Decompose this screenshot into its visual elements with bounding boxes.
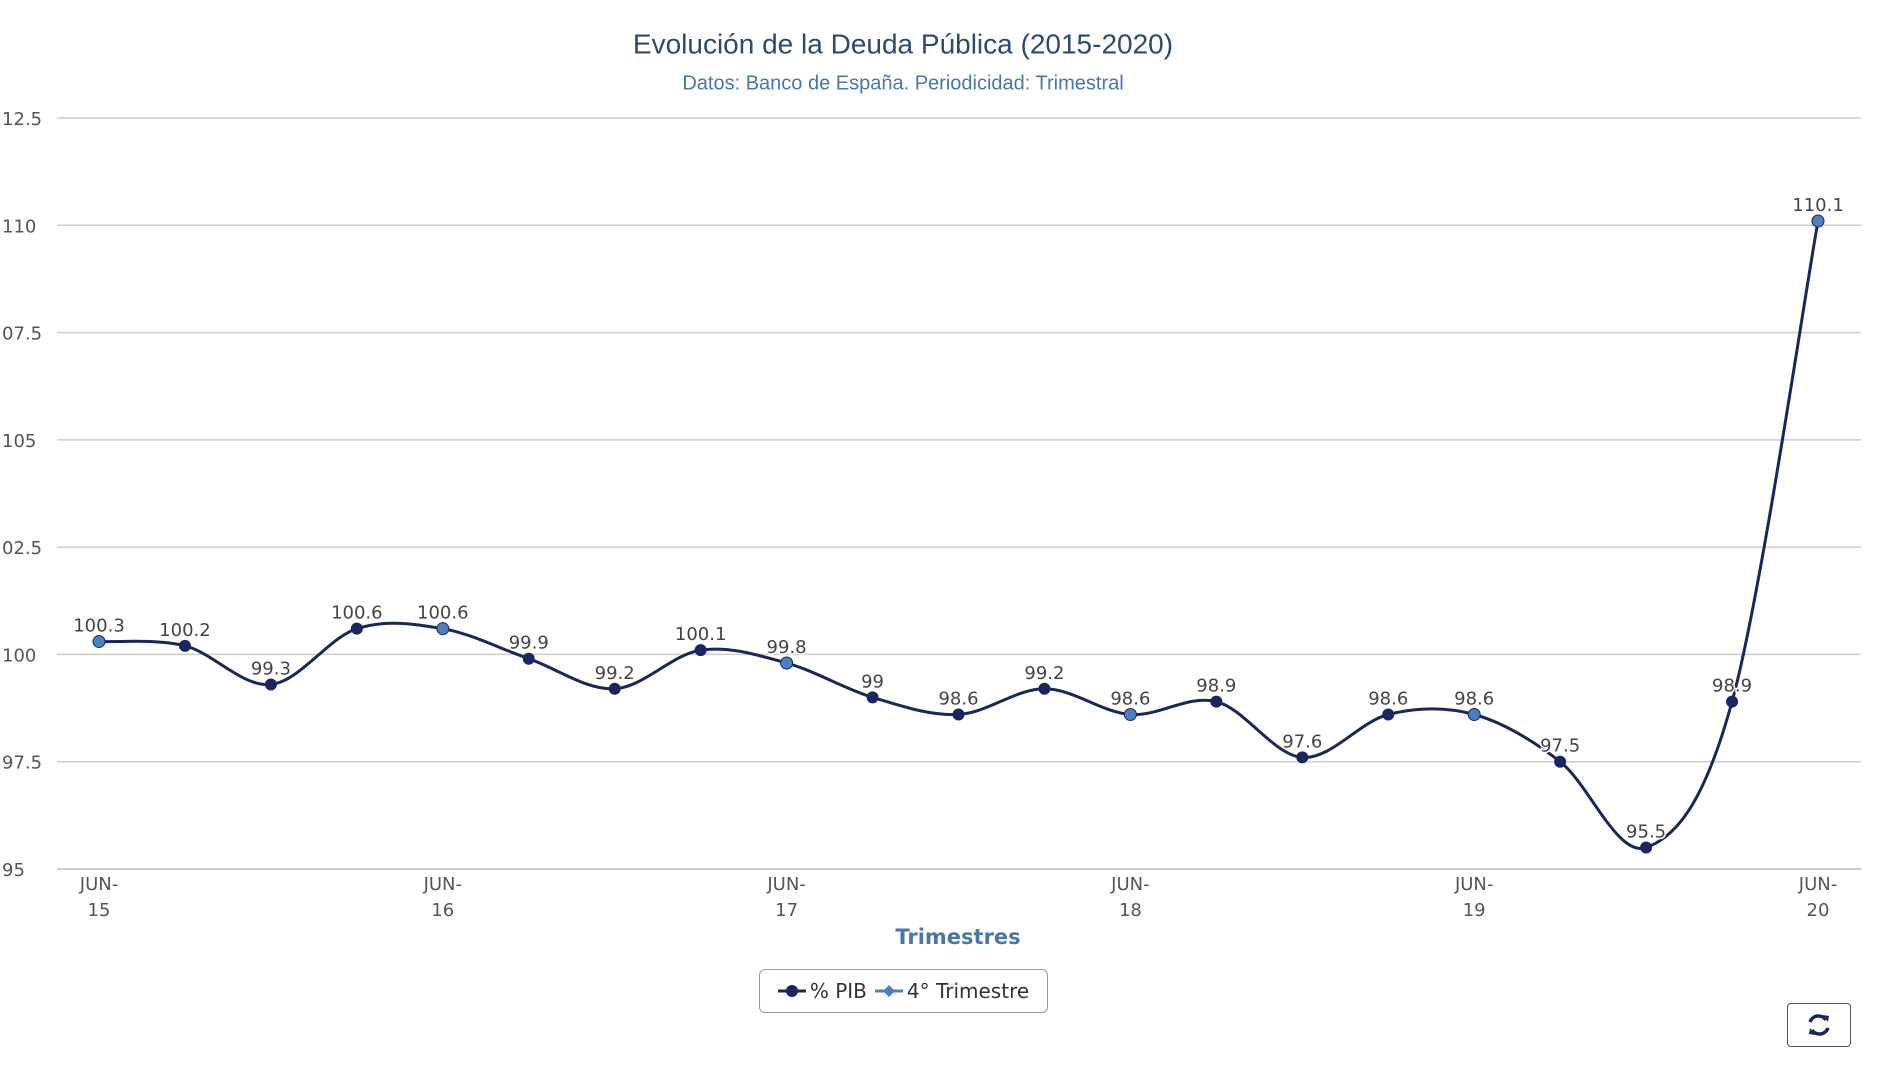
data-label: 100.3: [73, 616, 125, 637]
data-label: 100.1: [675, 624, 727, 645]
y-tick-label: 12.5: [2, 109, 42, 130]
data-point: [350, 622, 363, 635]
data-point: [952, 708, 965, 721]
x-tick-label: JUN- 18: [1111, 874, 1150, 921]
legend-symbol: [777, 985, 806, 997]
highlight-point: [1811, 214, 1825, 228]
highlight-point: [1467, 708, 1481, 722]
data-point: [178, 639, 191, 652]
highlight-point: [436, 622, 450, 636]
data-point: [1382, 708, 1395, 721]
y-tick-label: 95: [2, 860, 25, 881]
legend-item[interactable]: % PIB: [777, 979, 867, 1003]
refresh-button[interactable]: [1787, 1003, 1851, 1047]
data-label: 100.2: [159, 620, 211, 641]
data-label: 100.6: [331, 603, 383, 624]
data-label: 98.6: [1454, 689, 1494, 710]
data-label: 98.6: [938, 689, 978, 710]
data-point: [1296, 751, 1309, 764]
data-point: [1210, 695, 1223, 708]
legend: % PIB 4° Trimestre: [759, 969, 1048, 1013]
y-tick-label: 07.5: [2, 324, 42, 345]
x-tick-label: JUN- 20: [1798, 874, 1838, 921]
data-label: 100.6: [417, 603, 469, 624]
data-label: 99.8: [767, 637, 807, 658]
data-point: [608, 682, 621, 695]
legend-label: % PIB: [809, 979, 867, 1003]
data-label: 99.2: [595, 663, 635, 684]
refresh-icon: [1808, 1014, 1830, 1036]
data-point: [694, 644, 707, 657]
y-tick-label: 105: [2, 431, 36, 452]
x-axis-title: Trimestres: [895, 925, 1020, 949]
x-tick-label: JUN- 15: [79, 874, 119, 921]
data-point: [866, 691, 879, 704]
y-tick-label: 97.5: [2, 753, 42, 774]
data-point: [522, 652, 535, 665]
y-tick-label: 110: [2, 216, 36, 237]
data-point: [264, 678, 277, 691]
chart-subtitle: Datos: Banco de España. Periodicidad: Tr…: [682, 72, 1123, 94]
data-label: 95.5: [1626, 822, 1666, 843]
data-point: [1038, 682, 1051, 695]
highlight-point: [1123, 708, 1137, 722]
y-tick-label: 100: [2, 645, 36, 666]
series-line: [98, 220, 1820, 850]
highlight-point: [92, 635, 106, 649]
data-label: 99.9: [509, 633, 549, 654]
data-label: 97.5: [1540, 736, 1580, 757]
x-tick-label: JUN- 19: [1454, 874, 1494, 921]
data-point: [1726, 695, 1739, 708]
y-tick-label: 02.5: [2, 538, 42, 559]
x-tick-label: JUN- 17: [767, 874, 806, 921]
data-label: 99: [861, 671, 884, 692]
data-label: 98.9: [1196, 676, 1236, 697]
data-point: [1554, 755, 1567, 768]
data-label: 110.1: [1792, 195, 1844, 216]
legend-label: 4° Trimestre: [906, 979, 1030, 1003]
data-label: 98.6: [1368, 689, 1408, 710]
plot-area: 95 97.5 100 02.5 105 07.5 110 12.5 100.3 100.2 99.…: [2, 109, 1861, 881]
data-label: 97.6: [1282, 731, 1322, 752]
data-label: 98.6: [1110, 689, 1150, 710]
highlight-point: [780, 656, 794, 670]
chart-title: Evolución de la Deuda Pública (2015-2020…: [633, 28, 1173, 59]
legend-item[interactable]: 4° Trimestre: [874, 979, 1030, 1003]
data-label: 99.2: [1024, 663, 1064, 684]
legend-symbol: [874, 985, 903, 997]
data-label: 99.3: [251, 658, 291, 679]
data-label: 98.9: [1712, 676, 1752, 697]
data-point: [1640, 841, 1653, 854]
x-tick-label: JUN- 16: [423, 874, 463, 921]
